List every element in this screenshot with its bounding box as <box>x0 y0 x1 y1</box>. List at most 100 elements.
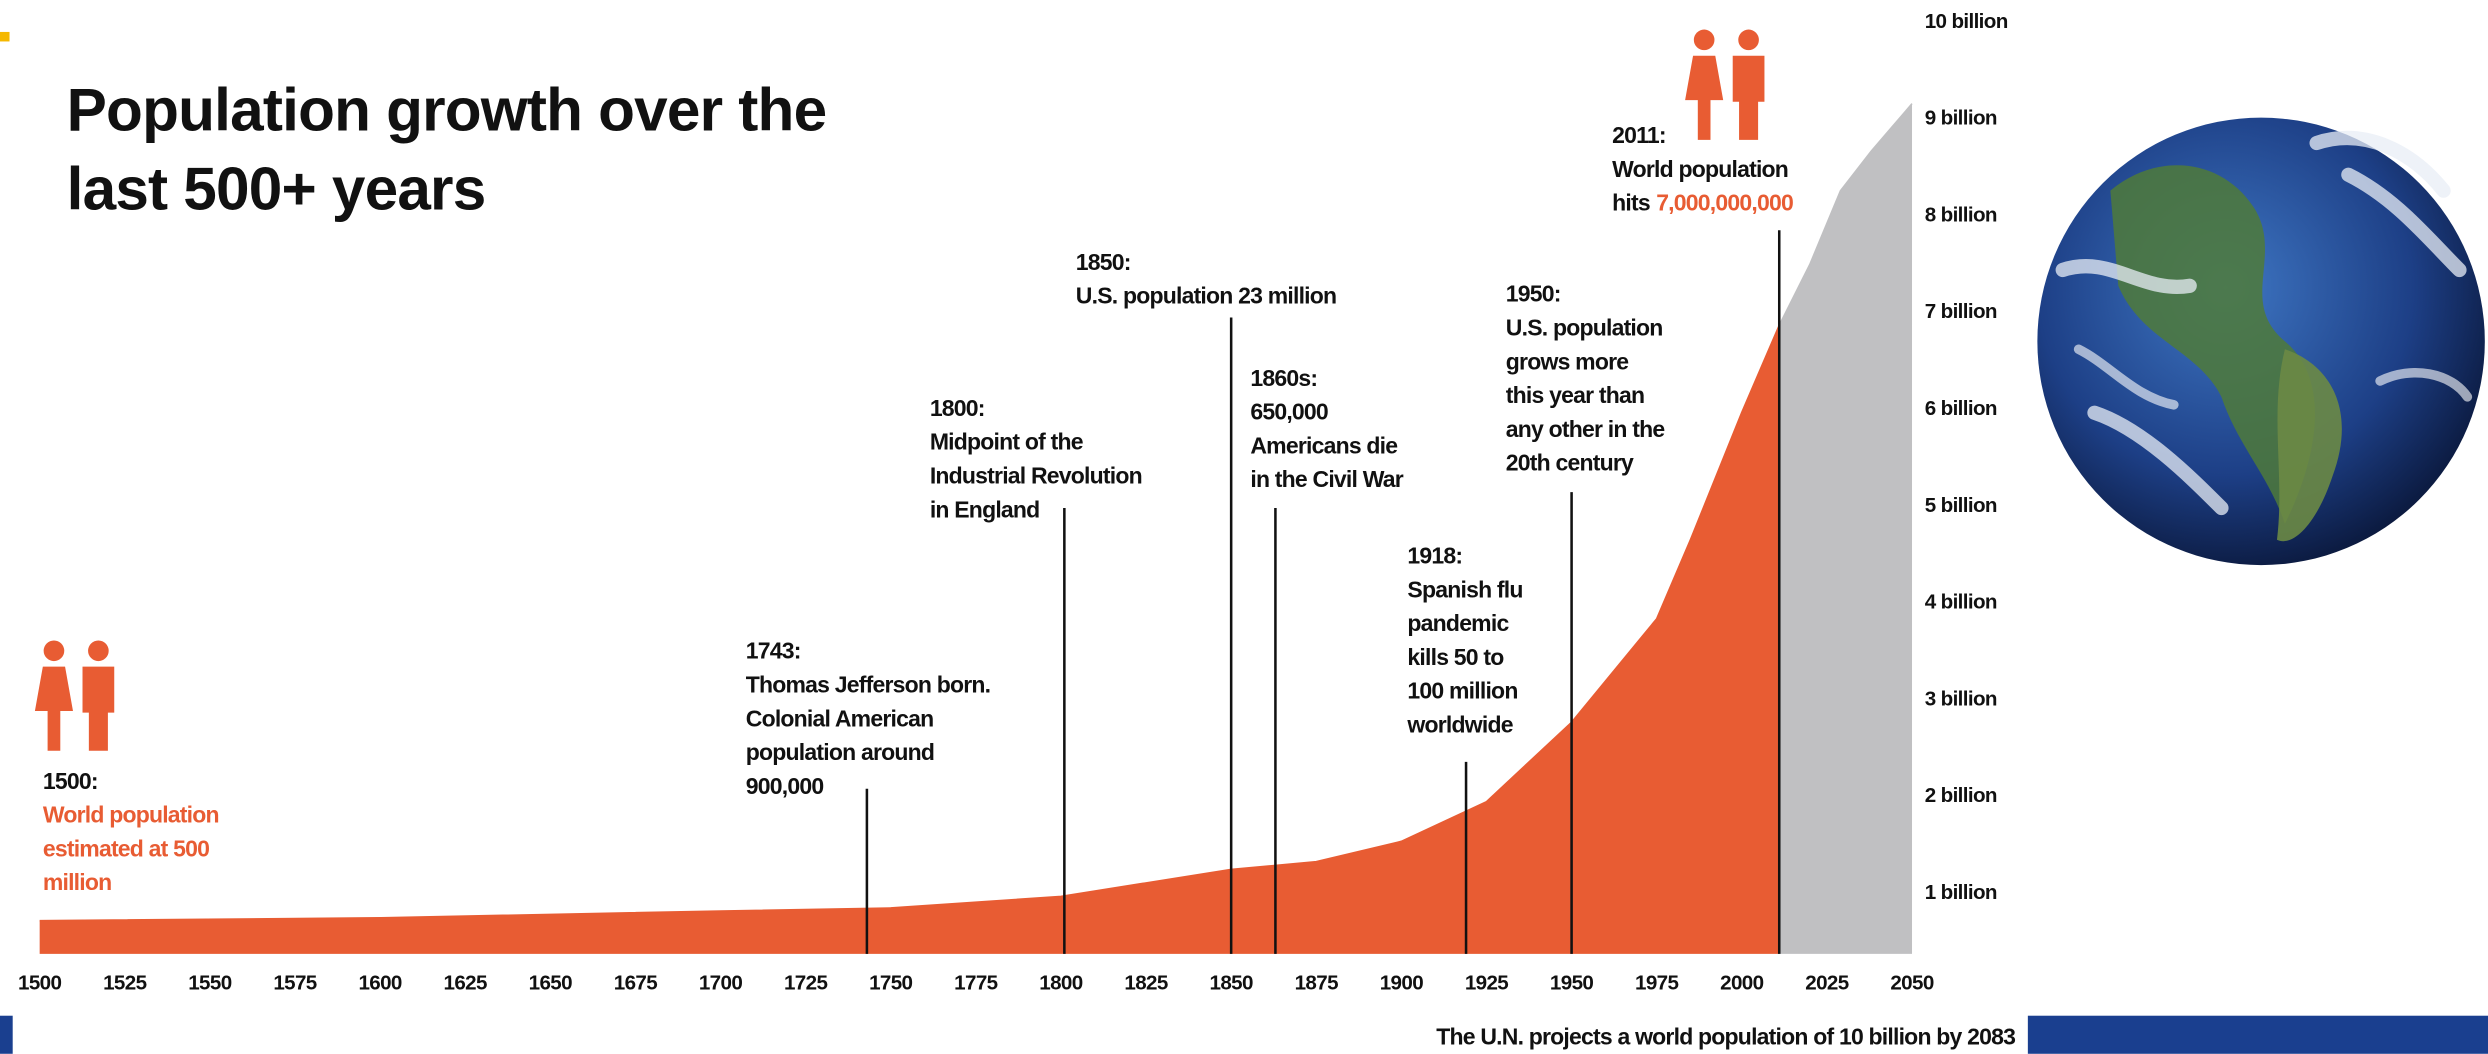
x-tick-label: 1600 <box>358 971 401 994</box>
annotation-line-text: Americans die <box>1250 432 1397 458</box>
area-line <box>1778 103 1913 326</box>
annotation-line-text: 20th century <box>1506 450 1634 476</box>
area-fill <box>39 325 1780 954</box>
x-tick-label: 2000 <box>1720 971 1763 994</box>
x-tick-label: 1675 <box>614 971 657 994</box>
annotation-line-text: 900,000 <box>746 773 824 799</box>
annotation-line-text: grows more <box>1506 348 1628 374</box>
annotation-line-text: 1918: <box>1407 542 1462 568</box>
annotation-line-text: U.S. population 23 million <box>1076 283 1337 309</box>
annotation-text: World population <box>1612 156 1788 182</box>
annotation-text: 1500: <box>43 768 98 794</box>
x-tick-label: 1875 <box>1295 971 1338 994</box>
annotation-text: hits 7,000,000,000 <box>1612 190 1793 216</box>
people-icon <box>34 640 115 751</box>
y-tick-label: 8 billion <box>1925 203 1997 226</box>
earth <box>2037 117 2485 566</box>
annotation-text: population around <box>746 739 934 765</box>
x-tick-label: 1550 <box>188 971 231 994</box>
x-tick-label: 1975 <box>1635 971 1678 994</box>
y-tick-label: 6 billion <box>1925 397 1997 420</box>
bottom-right-bar <box>2027 1015 2488 1054</box>
annotation-highlight: estimated at 500 <box>43 835 209 861</box>
x-tick-label: 1925 <box>1465 971 1508 994</box>
x-tick-label: 2050 <box>1890 971 1933 994</box>
annotation-line-text: 650,000 <box>1250 399 1328 425</box>
annotation-line-text: any other in the <box>1506 416 1665 442</box>
y-tick-label: 3 billion <box>1925 687 1997 710</box>
x-tick-label: 1850 <box>1210 971 1253 994</box>
x-tick-label: 1625 <box>444 971 487 994</box>
annotation-highlight: 7,000,000,000 <box>1656 190 1793 216</box>
x-tick-label: 1500 <box>18 971 61 994</box>
y-tick-label: 10 billion <box>1925 10 2008 33</box>
annotation-text: Colonial American <box>746 705 934 731</box>
annotation-text: 20th century <box>1506 450 1634 476</box>
annotation-text: in England <box>930 496 1040 522</box>
x-tick-label: 1525 <box>103 971 146 994</box>
annotation-text: Americans die <box>1250 432 1397 458</box>
chart-title: last 500+ years <box>67 155 486 223</box>
x-tick-label: 1725 <box>784 971 827 994</box>
annotation-text: 1850: <box>1076 249 1131 275</box>
annotation-text: 1918: <box>1407 542 1462 568</box>
annotation-line-text: Spanish flu <box>1407 576 1522 602</box>
annotation-text: U.S. population 23 million <box>1076 283 1337 309</box>
annotation-line-text: in the Civil War <box>1250 466 1403 492</box>
annotation-line-text: in England <box>930 496 1040 522</box>
x-tick-label: 1800 <box>1039 971 1082 994</box>
annotation-text: 2011: <box>1612 122 1666 148</box>
annotation-text: Industrial Revolution <box>930 463 1142 489</box>
y-tick-label: 7 billion <box>1925 300 1997 323</box>
annotation-text: 1860s: <box>1250 365 1317 391</box>
area-fill <box>1779 103 1913 954</box>
plot: 1500 1525 1550 1575 1600 1625 1650 1675 1700 1725… <box>18 10 2008 995</box>
annotation-line-text: Thomas Jefferson born. <box>746 671 991 697</box>
y-tick-label: 2 billion <box>1925 784 1997 807</box>
annotation-text: this year than <box>1506 382 1644 408</box>
corner-mark <box>0 31 10 42</box>
annotation-line-text: hits <box>1612 190 1650 216</box>
annotation-line-text: 1950: <box>1506 281 1561 307</box>
annotation-line-text: Industrial Revolution <box>930 463 1142 489</box>
annotation-text: in the Civil War <box>1250 466 1403 492</box>
annotation-line-text: pandemic <box>1407 610 1509 636</box>
annotation-line-text: 1743: <box>746 638 801 664</box>
annotation-text: 650,000 <box>1250 399 1328 425</box>
annotation-line-text: 1500: <box>43 768 98 794</box>
annotation-highlight: million <box>43 869 112 895</box>
y-tick-label: 5 billion <box>1925 494 1997 517</box>
x-tick-label: 1700 <box>699 971 742 994</box>
annotation-line-text: Colonial American <box>746 705 934 731</box>
bottom-left-bar <box>0 1015 13 1054</box>
x-tick-label: 2025 <box>1805 971 1848 994</box>
annotation-text: kills 50 to <box>1407 644 1504 670</box>
annotation-text: 100 million <box>1407 678 1517 704</box>
x-tick-label: 1575 <box>273 971 316 994</box>
annotation-line-text: 1800: <box>930 395 985 421</box>
annotation-line-text: 2011: <box>1612 122 1666 148</box>
annotation-text: Midpoint of the <box>930 429 1083 455</box>
annotation-line-text: 1860s: <box>1250 365 1317 391</box>
x-tick-label: 1750 <box>869 971 912 994</box>
annotation-line-text: this year than <box>1506 382 1644 408</box>
y-tick-label: 4 billion <box>1925 591 1997 614</box>
people-icon <box>1685 29 1765 140</box>
area-line <box>39 325 1780 922</box>
x-tick-label: 1775 <box>954 971 997 994</box>
x-tick-label: 1900 <box>1380 971 1423 994</box>
annotation-text: grows more <box>1506 348 1628 374</box>
x-tick-label: 1650 <box>529 971 572 994</box>
annotation-line-text: worldwide <box>1406 711 1512 737</box>
footnote: The U.N. projects a world population of … <box>1436 1023 2015 1049</box>
annotation-text: worldwide <box>1406 711 1512 737</box>
x-tick-label: 1825 <box>1124 971 1167 994</box>
annotation-text: Thomas Jefferson born. <box>746 671 991 697</box>
annotation-text: pandemic <box>1407 610 1509 636</box>
chart-title: Population growth over the <box>67 75 827 143</box>
annotation-text: 1743: <box>746 638 801 664</box>
annotation-line-text: population around <box>746 739 934 765</box>
annotation-text: any other in the <box>1506 416 1665 442</box>
y-tick-label: 1 billion <box>1925 881 1997 904</box>
